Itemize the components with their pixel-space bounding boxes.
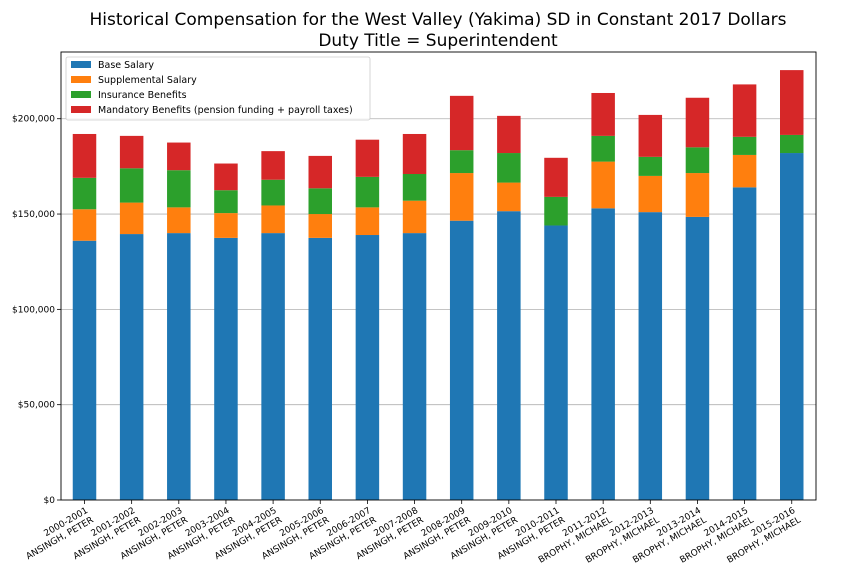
bar-base-salary xyxy=(544,225,568,501)
legend-label: Insurance Benefits xyxy=(98,90,187,101)
legend-box xyxy=(65,56,371,121)
legend-swatch xyxy=(71,76,91,83)
legend-label: Supplemental Salary xyxy=(98,75,197,86)
bar-base-salary xyxy=(402,233,427,500)
bar-insurance-benefits xyxy=(591,135,615,162)
bar-supplemental-salary xyxy=(449,173,474,221)
bar-mandatory-benefits xyxy=(402,133,427,175)
legend-swatch xyxy=(71,91,91,98)
bar-mandatory-benefits xyxy=(308,155,332,189)
bar-supplemental-salary xyxy=(591,161,615,209)
legend: Base Salary Supplemental Salary Insurance … xyxy=(65,56,371,121)
bar-insurance-benefits xyxy=(261,179,285,206)
bar-mandatory-benefits xyxy=(497,115,521,154)
bar-mandatory-benefits xyxy=(119,135,144,169)
bar-insurance-benefits xyxy=(685,147,710,174)
bar-base-salary xyxy=(355,235,380,501)
bar-insurance-benefits xyxy=(638,156,663,176)
bar-mandatory-benefits xyxy=(544,157,568,197)
bar-base-salary xyxy=(72,240,97,500)
bar-supplemental-salary xyxy=(638,175,663,213)
bar-base-salary xyxy=(638,212,663,500)
bar-insurance-benefits xyxy=(167,170,191,208)
bar-insurance-benefits xyxy=(308,188,332,215)
bar-mandatory-benefits xyxy=(638,114,663,157)
bar-mandatory-benefits xyxy=(591,92,615,136)
bar-insurance-benefits xyxy=(449,150,474,174)
bar-insurance-benefits xyxy=(544,196,568,226)
bar-base-salary xyxy=(119,234,144,500)
bar-insurance-benefits xyxy=(402,174,427,201)
bar-base-salary xyxy=(685,216,710,500)
bar-mandatory-benefits xyxy=(214,163,238,191)
y-axis: $0 $50,000 $100,000 $150,000 $200,000 xyxy=(12,115,61,506)
bar-insurance-benefits xyxy=(497,153,521,183)
legend-swatch xyxy=(71,61,91,68)
bar-base-salary xyxy=(497,211,521,500)
y-tick-label: $0 xyxy=(44,496,56,506)
legend-label: Base Salary xyxy=(98,60,154,71)
legend-label: Mandatory Benefits (pension funding + pa… xyxy=(98,105,353,116)
bar-insurance-benefits xyxy=(780,134,804,154)
bar-supplemental-salary xyxy=(72,209,97,241)
bar-supplemental-salary xyxy=(214,213,238,238)
bar-supplemental-salary xyxy=(402,200,427,234)
bar-supplemental-salary xyxy=(497,182,521,212)
bar-mandatory-benefits xyxy=(261,151,285,180)
bar-insurance-benefits xyxy=(355,176,380,208)
bar-supplemental-salary xyxy=(685,173,710,217)
bar-base-salary xyxy=(449,220,474,500)
bar-insurance-benefits xyxy=(732,136,757,155)
bar-base-salary xyxy=(780,153,804,500)
bar-supplemental-salary xyxy=(308,214,332,238)
chart-subtitle: Duty Title = Superintendent xyxy=(318,31,558,51)
bar-base-salary xyxy=(732,187,757,500)
legend-swatch xyxy=(71,106,91,113)
bar-base-salary xyxy=(261,233,285,500)
bar-base-salary xyxy=(308,237,332,500)
bar-supplemental-salary xyxy=(732,154,757,188)
y-tick-label: $100,000 xyxy=(12,305,55,315)
bar-insurance-benefits xyxy=(214,190,238,214)
bar-insurance-benefits xyxy=(119,168,144,203)
bar-supplemental-salary xyxy=(355,207,380,236)
bar-mandatory-benefits xyxy=(167,142,191,171)
bar-insurance-benefits xyxy=(72,177,97,210)
bar-mandatory-benefits xyxy=(685,97,710,148)
y-tick-label: $150,000 xyxy=(12,210,55,220)
bar-mandatory-benefits xyxy=(732,84,757,137)
bar-mandatory-benefits xyxy=(449,95,474,151)
bar-mandatory-benefits xyxy=(355,139,380,177)
y-tick-label: $50,000 xyxy=(18,401,55,411)
bar-mandatory-benefits xyxy=(72,133,97,178)
bar-supplemental-salary xyxy=(261,205,285,234)
bar-mandatory-benefits xyxy=(780,70,804,135)
bars xyxy=(72,70,804,501)
bar-supplemental-salary xyxy=(167,207,191,234)
bar-base-salary xyxy=(591,208,615,500)
chart-title: Historical Compensation for the West Val… xyxy=(89,10,786,30)
bar-base-salary xyxy=(214,237,238,500)
plot-frame xyxy=(60,51,817,501)
y-tick-label: $200,000 xyxy=(12,115,55,125)
bar-supplemental-salary xyxy=(119,202,144,235)
bar-base-salary xyxy=(167,233,191,500)
